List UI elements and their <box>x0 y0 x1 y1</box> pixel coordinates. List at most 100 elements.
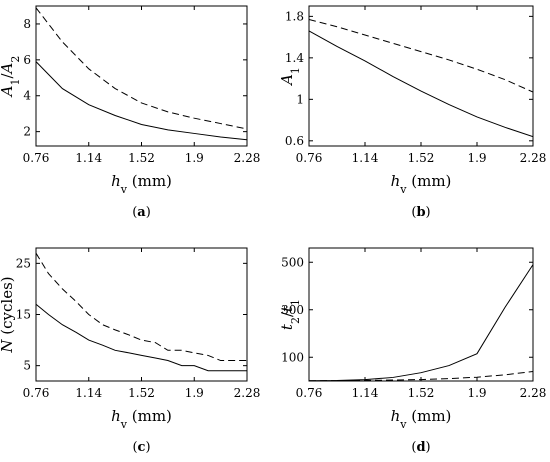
y-axis-label-a-slash: / <box>0 73 16 79</box>
x-axis-label-b-subscript-0: v <box>399 183 407 196</box>
x-tick-label-d-3: 1.9 <box>467 386 486 400</box>
y-axis-label-d: t2​/t1​ <box>278 299 302 330</box>
x-tick-label-b-2: 1.52 <box>408 151 435 165</box>
plot-frame-c <box>35 247 248 382</box>
x-axis-label-d-symbol-0: h <box>391 407 401 425</box>
x-axis-label-a: hv​ (mm) <box>111 172 172 196</box>
y-axis-label-d-symbol-0: t <box>278 323 296 330</box>
panel-label-close-a: ) <box>146 205 151 220</box>
x-axis-label-d: hv​ (mm) <box>391 407 452 431</box>
panel-label-open-b: ( <box>411 205 416 220</box>
y-tick-label-c-0: 5 <box>23 359 31 373</box>
x-tick-label-c-2: 1.52 <box>128 386 155 400</box>
y-axis-label-d-subscript-1: 1 <box>289 299 302 306</box>
plot-frame-d <box>308 247 534 382</box>
x-axis-label-c-symbol-0: h <box>111 407 121 425</box>
panel-label-letter-c: c <box>138 440 146 455</box>
y-axis-label-d-slash: / <box>278 311 296 317</box>
plot-frame-a <box>35 5 248 147</box>
x-tick-label-a-3: 1.9 <box>185 151 204 165</box>
x-axis-label-b-symbol-0: h <box>391 172 401 190</box>
y-axis-label-a: A1​/A2​ <box>0 56 22 99</box>
y-axis-label-c-symbol-0: N <box>0 339 16 354</box>
y-axis-label-c: N (cycles) <box>0 276 16 353</box>
x-tick-label-d-1: 1.14 <box>352 386 379 400</box>
panel-label-close-c: ) <box>145 440 150 455</box>
y-axis-label-b-symbol-0: A <box>278 74 296 87</box>
panel-label-close-d: ) <box>426 440 431 455</box>
x-tick-label-b-1: 1.14 <box>352 151 379 165</box>
panel-label-b: (b) <box>411 205 430 220</box>
x-tick-label-d-2: 1.52 <box>408 386 435 400</box>
y-axis-label-b: A1​ <box>278 67 302 87</box>
x-tick-label-b-4: 2.28 <box>520 151 547 165</box>
series-line-dashed-d <box>309 371 533 381</box>
x-axis-label-b-unit: (mm) <box>406 172 451 190</box>
panel-label-open-c: ( <box>132 440 137 455</box>
series-line-solid-c <box>36 303 247 372</box>
y-tick-label-c-2: 25 <box>16 256 31 270</box>
y-tick-label-a-0: 2 <box>23 125 31 139</box>
y-tick-label-b-0: 0.6 <box>285 134 304 148</box>
y-axis-label-a-symbol-0: A <box>0 85 16 98</box>
y-tick-label-a-2: 6 <box>23 53 31 67</box>
series-line-solid-a <box>36 61 247 141</box>
chart-panel-c: 0.76 1.14 1.52 1.9 2.28 5 15 25 hv​ (mm) N (cycle… <box>0 247 261 455</box>
x-tick-label-c-4: 2.28 <box>234 386 261 400</box>
series-line-solid-d <box>309 264 533 381</box>
panel-label-d: (d) <box>411 440 430 455</box>
x-axis-label-c-subscript-0: v <box>120 418 128 431</box>
series-line-dashed-a <box>36 7 247 130</box>
x-axis-label-d-unit: (mm) <box>406 407 451 425</box>
y-axis-label-a-symbol-1: A <box>0 62 16 75</box>
y-tick-label-b-3: 1.8 <box>285 9 304 23</box>
x-tick-label-a-2: 1.52 <box>128 151 155 165</box>
y-tick-label-b-1: 1 <box>296 92 304 106</box>
x-tick-label-b-3: 1.9 <box>467 151 486 165</box>
panel-label-c: (c) <box>132 440 150 455</box>
chart-panel-d: 0.76 1.14 1.52 1.9 2.28 100 300 500 hv​ (mm) t2​/… <box>278 247 547 455</box>
panel-label-letter-a: a <box>137 205 146 220</box>
series-line-dashed-c <box>36 252 247 362</box>
x-axis-label-a-subscript-0: v <box>120 183 128 196</box>
chart-panel-a: 0.76 1.14 1.52 1.9 2.28 2 4 6 8 hv​ (mm) A1​/A2​ (a… <box>0 5 261 220</box>
y-axis-label-b-subscript-0: 1 <box>289 67 302 74</box>
chart-panel-b: 0.76 1.14 1.52 1.9 2.28 0.6 1 1.4 1.8 hv​ (mm) A1​… <box>278 5 547 220</box>
x-tick-label-c-0: 0.76 <box>23 386 50 400</box>
y-axis-label-a-subscript-1: 2 <box>9 56 22 63</box>
y-tick-label-b-2: 1.4 <box>285 51 304 65</box>
y-axis-label-c-unit: (cycles) <box>0 276 16 339</box>
x-axis-label-a-symbol-0: h <box>111 172 121 190</box>
y-axis-label-d-subscript-0: 2 <box>289 317 302 324</box>
x-tick-label-d-0: 0.76 <box>296 386 323 400</box>
series-line-dashed-b <box>309 18 533 93</box>
x-tick-label-c-1: 1.14 <box>75 386 102 400</box>
panel-label-letter-d: d <box>416 440 425 455</box>
x-tick-label-a-0: 0.76 <box>23 151 50 165</box>
x-axis-label-a-unit: (mm) <box>127 172 172 190</box>
series-line-solid-b <box>309 30 533 138</box>
x-tick-label-a-4: 2.28 <box>234 151 261 165</box>
x-tick-label-a-1: 1.14 <box>75 151 102 165</box>
y-tick-label-c-1: 15 <box>16 308 31 322</box>
y-tick-label-d-2: 500 <box>281 255 304 269</box>
panel-label-letter-b: b <box>416 205 425 220</box>
y-tick-label-d-1: 300 <box>281 303 304 317</box>
y-tick-label-a-3: 8 <box>23 17 31 31</box>
y-tick-label-d-0: 100 <box>281 350 304 364</box>
x-axis-label-c: hv​ (mm) <box>111 407 172 431</box>
x-axis-label-b: hv​ (mm) <box>391 172 452 196</box>
panel-label-close-b: ) <box>426 205 431 220</box>
panel-label-open-a: ( <box>132 205 137 220</box>
panel-label-open-d: ( <box>411 440 416 455</box>
x-tick-label-b-0: 0.76 <box>296 151 323 165</box>
y-axis-label-d-symbol-1: t <box>278 305 296 312</box>
y-axis-label-a-subscript-0: 1 <box>9 79 22 86</box>
x-axis-label-c-unit: (mm) <box>127 407 172 425</box>
y-tick-label-a-1: 4 <box>23 89 31 103</box>
panel-label-a: (a) <box>132 205 151 220</box>
x-axis-label-d-subscript-0: v <box>399 418 407 431</box>
x-tick-label-d-4: 2.28 <box>520 386 547 400</box>
x-tick-label-c-3: 1.9 <box>185 386 204 400</box>
